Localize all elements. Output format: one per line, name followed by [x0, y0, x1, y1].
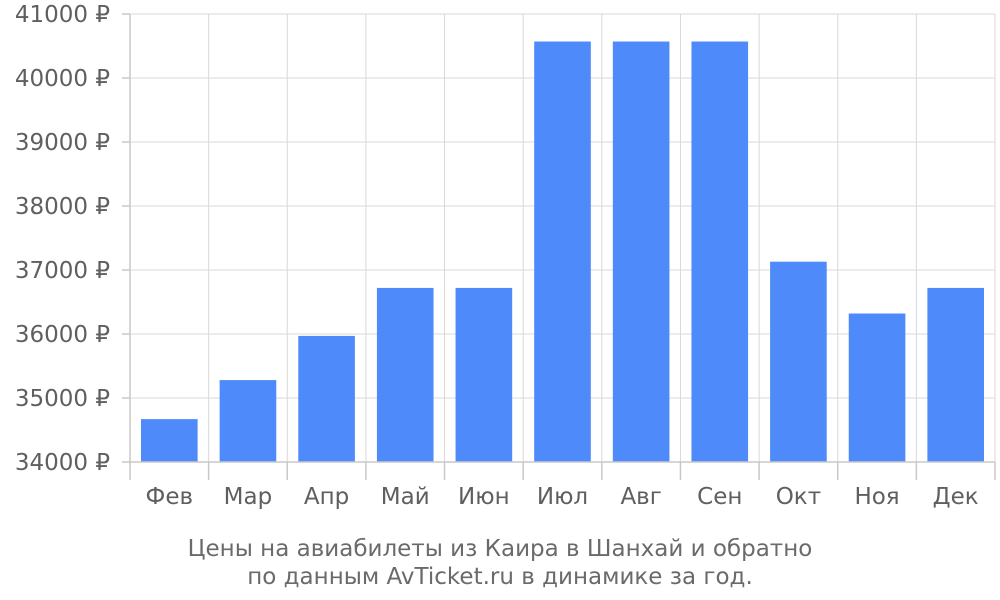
y-tick-label: 39000 ₽	[15, 130, 110, 156]
bar	[770, 261, 827, 462]
bar	[298, 335, 355, 462]
x-tick-labels: Фев Мар Апр Май Июн Июл Авг Сен Окт Ноя Дек	[146, 484, 979, 510]
bar	[455, 287, 513, 462]
chart-caption-line-1: Цены на авиабилеты из Каира в Шанхай и о…	[188, 536, 813, 562]
y-tick-label: 40000 ₽	[15, 66, 110, 92]
bar	[848, 313, 906, 462]
y-tick-label: 38000 ₽	[15, 194, 110, 220]
axes	[122, 13, 996, 480]
y-tick-labels: 34000 ₽ 35000 ₽ 36000 ₽ 37000 ₽ 38000 ₽ 39000…	[15, 2, 110, 476]
y-tick-label: 34000 ₽	[15, 450, 110, 476]
x-tick-label: Дек	[933, 484, 979, 510]
bar	[927, 287, 984, 462]
y-tick-label: 41000 ₽	[15, 2, 110, 28]
y-tick-label: 36000 ₽	[15, 322, 110, 348]
x-tick-label: Мар	[224, 484, 273, 510]
bar	[612, 41, 670, 463]
bar	[376, 287, 434, 462]
bar	[691, 41, 749, 463]
y-tick-label: 37000 ₽	[15, 258, 110, 284]
x-tick-label: Фев	[146, 484, 194, 510]
bar	[219, 380, 277, 462]
y-tick-label: 35000 ₽	[15, 386, 110, 412]
x-tick-label: Сен	[697, 484, 742, 510]
x-tick-label: Июл	[537, 484, 588, 510]
x-tick-label: Ноя	[854, 484, 899, 510]
x-tick-label: Июн	[458, 484, 510, 510]
bar	[141, 419, 198, 462]
x-tick-label: Авг	[620, 484, 661, 510]
x-tick-label: Май	[381, 484, 430, 510]
bar	[534, 41, 591, 463]
bars	[141, 41, 984, 463]
x-tick-label: Окт	[776, 484, 821, 510]
chart-caption-line-2: по данным AvTicket.ru в динамике за год.	[247, 564, 753, 590]
x-tick-label: Апр	[304, 484, 349, 510]
